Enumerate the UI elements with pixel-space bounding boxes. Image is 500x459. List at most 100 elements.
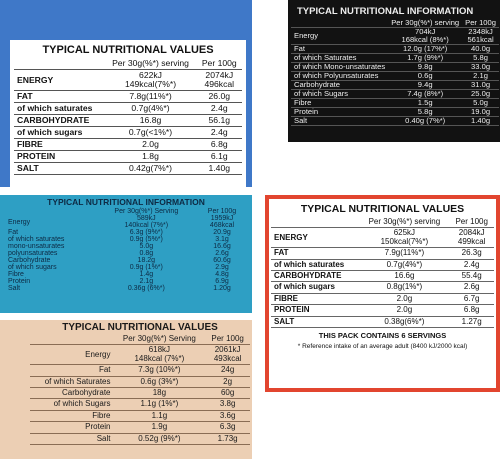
nutrient-name: Energy bbox=[8, 218, 31, 226]
nutrient-value: 56.1g bbox=[196, 114, 242, 128]
nutrient-row: ENERGY 625kJ 150kcal(7%*) 2084kJ 499kcal bbox=[271, 227, 494, 249]
nutrient-name: of which Sugars bbox=[30, 398, 114, 411]
nutrient-value: 5.8g bbox=[388, 107, 463, 117]
nutrient-value: 7.3g (10%*) bbox=[113, 364, 206, 377]
nutrient-row: of which sugars 0.8g(1%*) 2.6g bbox=[271, 281, 494, 294]
nutrient-value: 2061kJ 493kcal bbox=[205, 344, 250, 366]
nutrient-name: FAT bbox=[14, 90, 105, 104]
cell-line: 148kcal (7%*) bbox=[134, 353, 185, 363]
nutrient-row: Fat 7.3g (10%*) 24g bbox=[30, 364, 250, 377]
nutrient-value: 622kJ 149kcal(7%*) bbox=[104, 69, 197, 92]
header-cell: Per 100g bbox=[462, 18, 499, 28]
nutrient-row: FAT 7.9g(11%*) 26.3g bbox=[271, 247, 494, 260]
header-cell: Per 100g bbox=[205, 334, 250, 346]
nutrient-row: Salt 0.36g (6%*) 1.20g bbox=[5, 285, 247, 292]
reference-note: * Reference intake of an average adult (… bbox=[297, 342, 468, 350]
nutrient-row: mono-unsaturates 5.0g 16.6g bbox=[5, 243, 247, 250]
nutrient-value: 1.5g bbox=[388, 98, 463, 108]
nutrient-name: of which Saturates bbox=[291, 53, 389, 63]
nutrient-value: 6.8g bbox=[196, 138, 242, 152]
nutrient-value: 6.3g bbox=[205, 421, 250, 434]
cell-line: 618kJ bbox=[148, 345, 171, 355]
nutrient-value: 704kJ 168kcal (8%*) bbox=[388, 26, 463, 45]
cell-line: 468kcal bbox=[209, 222, 235, 229]
nutrient-value: 7.9g(11%*) bbox=[359, 247, 450, 260]
nutrient-row: FIBRE 2.0g 6.8g bbox=[14, 138, 242, 152]
nutrient-name: Salt bbox=[8, 285, 21, 292]
nutrient-value: 1.9g bbox=[113, 421, 206, 434]
label-title: TYPICAL NUTRITIONAL INFORMATION bbox=[297, 6, 474, 17]
nutrient-row: Fibre 1.5g 5.0g bbox=[291, 98, 499, 108]
header-cell bbox=[5, 208, 96, 215]
nutrient-row: Fibre 1.4g 4.8g bbox=[5, 271, 247, 278]
label-panel: TYPICAL NUTRITIONAL INFORMATION Per 30g(%… bbox=[288, 0, 500, 142]
nutrient-row: Carbohydrate 9.4g 31.0g bbox=[291, 80, 499, 90]
nutrition-table: Per 30g(%*) Serving Per 100g Energy 589kJ 14… bbox=[5, 208, 247, 292]
nutrient-row: PROTEIN 2.0g 6.8g bbox=[271, 304, 494, 317]
nutrient-row: of which Polyunsaturates 0.6g 2.1g bbox=[291, 71, 499, 81]
nutrient-name: of which saturates bbox=[271, 259, 360, 271]
nutrient-value: 26.0g bbox=[196, 90, 242, 104]
nutrient-value: 0.6g bbox=[388, 71, 463, 81]
pack-footer: THIS PACK CONTAINS 6 SERVINGS bbox=[318, 330, 447, 340]
cell-line: 2074kJ bbox=[205, 70, 234, 81]
header-row: Per 30g(%*) serving Per 100g bbox=[14, 58, 242, 70]
nutrient-row: PROTEIN 1.8g 6.1g bbox=[14, 150, 242, 164]
cell-line: 625kJ bbox=[393, 228, 416, 238]
nutrient-value: 625kJ 150kcal(7%*) bbox=[359, 227, 450, 249]
label-panel: TYPICAL NUTRITIONAL VALUES Per 30g(%*) se… bbox=[0, 0, 252, 187]
nutrient-row: Energy 589kJ 140kcal (7%*) 1959kJ 468kcal bbox=[5, 215, 247, 229]
nutrient-value: 5.0g bbox=[462, 98, 499, 108]
nutrient-value: 1.1g bbox=[113, 410, 206, 423]
nutrient-value: 6.3g (9%*) bbox=[129, 229, 163, 236]
label-card: TYPICAL NUTRITIONAL INFORMATION Per 30g(%… bbox=[2, 197, 250, 311]
nutrient-value: 0.9g (1%*) bbox=[129, 264, 163, 271]
nutrient-value: 2.6g bbox=[449, 281, 494, 294]
header-cell bbox=[14, 58, 105, 70]
header-cell: Per 100g bbox=[196, 58, 242, 70]
nutrient-row: Energy 618kJ 148kcal (7%*) 2061kJ 493kcal bbox=[30, 344, 250, 366]
nutrient-value: 60.6g bbox=[213, 257, 231, 264]
nutrient-value: 2084kJ 499kcal bbox=[449, 227, 494, 249]
label-title: TYPICAL NUTRITIONAL VALUES bbox=[300, 203, 465, 215]
nutrient-name: Energy bbox=[30, 344, 114, 366]
nutrient-name: ENERGY bbox=[14, 69, 105, 92]
nutrient-value: 0.9g (5%*) bbox=[129, 236, 163, 243]
nutrient-row: Fat 12.0g (17%*) 40.0g bbox=[291, 44, 499, 54]
nutrient-value: 3.6g bbox=[205, 410, 250, 423]
label-panel: TYPICAL NUTRITIONAL VALUES Per 30g(%*) se… bbox=[265, 195, 500, 392]
nutrient-name: Fibre bbox=[30, 410, 114, 423]
nutrient-name: SALT bbox=[271, 316, 360, 328]
cell-line: 150kcal(7%*) bbox=[380, 236, 429, 246]
nutrient-value: 5.0g bbox=[139, 243, 154, 250]
nutrient-name: Salt bbox=[291, 116, 389, 126]
nutrient-value: 1.7g (9%*) bbox=[388, 53, 463, 63]
nutrient-name: Carbohydrate bbox=[291, 80, 389, 90]
nutrient-value: 6.1g bbox=[196, 150, 242, 164]
nutrient-value: 1.1g (1%*) bbox=[113, 398, 206, 411]
nutrient-name: of which saturates bbox=[14, 102, 105, 116]
nutrient-value: 1.20g bbox=[213, 285, 231, 292]
cell-line: 149kcal(7%*) bbox=[124, 79, 177, 90]
label-panel: TYPICAL NUTRITIONAL VALUES Per 30g(%*) Se… bbox=[0, 320, 252, 459]
nutrient-row: of which sugars 0.9g (1%*) 2.9g bbox=[5, 264, 247, 271]
nutrient-value: 4.8g bbox=[215, 271, 229, 278]
nutrient-value: 0.8g bbox=[139, 250, 154, 257]
label-panel: TYPICAL NUTRITIONAL INFORMATION Per 30g(%… bbox=[0, 195, 252, 313]
nutrient-row: Energy 704kJ 168kcal (8%*) 2348kJ 561kcal bbox=[291, 26, 499, 45]
nutrient-value: 2.0g bbox=[359, 304, 450, 317]
nutrient-value: 2.9g bbox=[215, 264, 229, 271]
cell-line: 2061kJ bbox=[214, 345, 241, 355]
nutrient-row: Salt 0.40g (7%*) 1.40g bbox=[291, 116, 499, 126]
cell-line: 704kJ bbox=[415, 26, 436, 36]
nutrient-name: Protein bbox=[30, 421, 114, 434]
nutrient-row: of which Sugars 1.1g (1%*) 3.8g bbox=[30, 398, 250, 411]
nutrient-row: Protein 2.1g 6.9g bbox=[5, 278, 247, 285]
nutrient-name: of which sugars bbox=[271, 281, 360, 294]
nutrient-value: 9.4g bbox=[388, 80, 463, 90]
nutrient-value: 589kJ 140kcal (7%*) bbox=[96, 215, 197, 229]
nutrient-row: SALT 0.42g(7%*) 1.40g bbox=[14, 162, 242, 176]
nutrient-row: Carbohydrate 18.2g 60.6g bbox=[5, 257, 247, 264]
label-card: TYPICAL NUTRITIONAL VALUES Per 30g(%*) Se… bbox=[30, 322, 250, 458]
